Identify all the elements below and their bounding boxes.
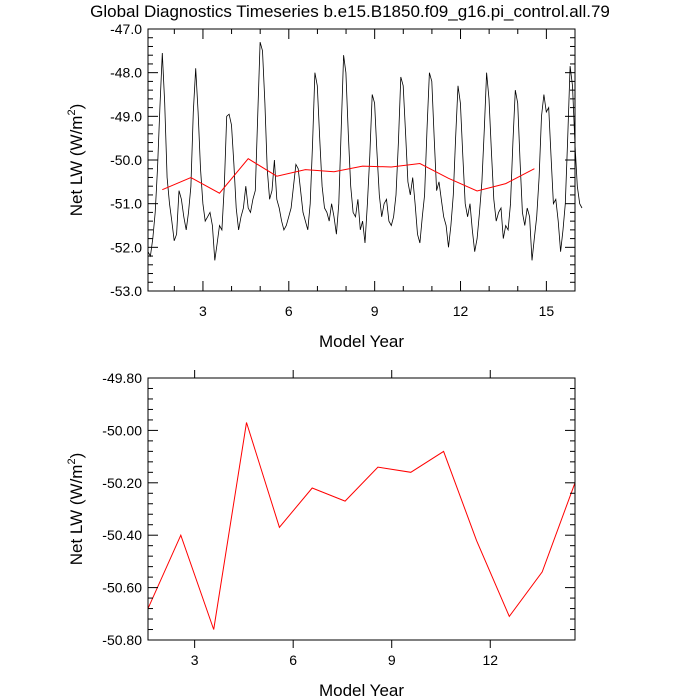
x-tick-label: 3 [191,652,199,668]
x-tick-label: 6 [289,652,297,668]
plot-frame [147,28,576,292]
x-tick-label: 15 [539,303,555,319]
y-tick-label: -48.0 [110,65,142,81]
series-line-monthly [147,41,583,261]
y-axis-label: Net LW (W/m2) [66,104,86,217]
x-tick-label: 6 [285,303,293,319]
x-tick-label: 12 [482,652,498,668]
series-line-annual [162,158,535,194]
y-tick-label: -52.0 [110,239,142,255]
y-tick-label: -50.00 [102,422,142,438]
y-tick-label: -50.80 [102,632,142,648]
y-tick-label: -50.40 [102,527,142,543]
y-axis-label: Net LW (W/m2) [66,453,86,566]
x-tick-label: 9 [388,652,396,668]
y-tick-label: -50.20 [102,475,142,491]
chart-title: Global Diagnostics Timeseries b.e15.B185… [90,2,610,21]
x-tick-label: 9 [371,303,379,319]
x-tick-label: 3 [199,303,207,319]
x-tick-label: 12 [453,303,469,319]
y-tick-label: -49.0 [110,108,142,124]
plot-frame [147,377,576,641]
y-tick-label: -51.0 [110,196,142,212]
y-tick-label: -50.60 [102,580,142,596]
x-axis-label: Model Year [319,681,404,700]
series-line-annual [147,422,576,630]
plot-panel-1: -50.80 -50.60 -50.40 -50.20 -50.00 -49.80 3 6 9 1… [66,370,576,700]
y-tick-label: -53.0 [110,283,142,299]
y-tick-label: -49.80 [102,370,142,386]
plot-panel-0: -53.0 -52.0 -51.0 -50.0 -49.0 -48.0 -47.0 3 6 9 12… [66,21,583,351]
y-tick-label: -47.0 [110,21,142,37]
x-axis-label: Model Year [319,332,404,351]
y-tick-label: -50.0 [110,152,142,168]
